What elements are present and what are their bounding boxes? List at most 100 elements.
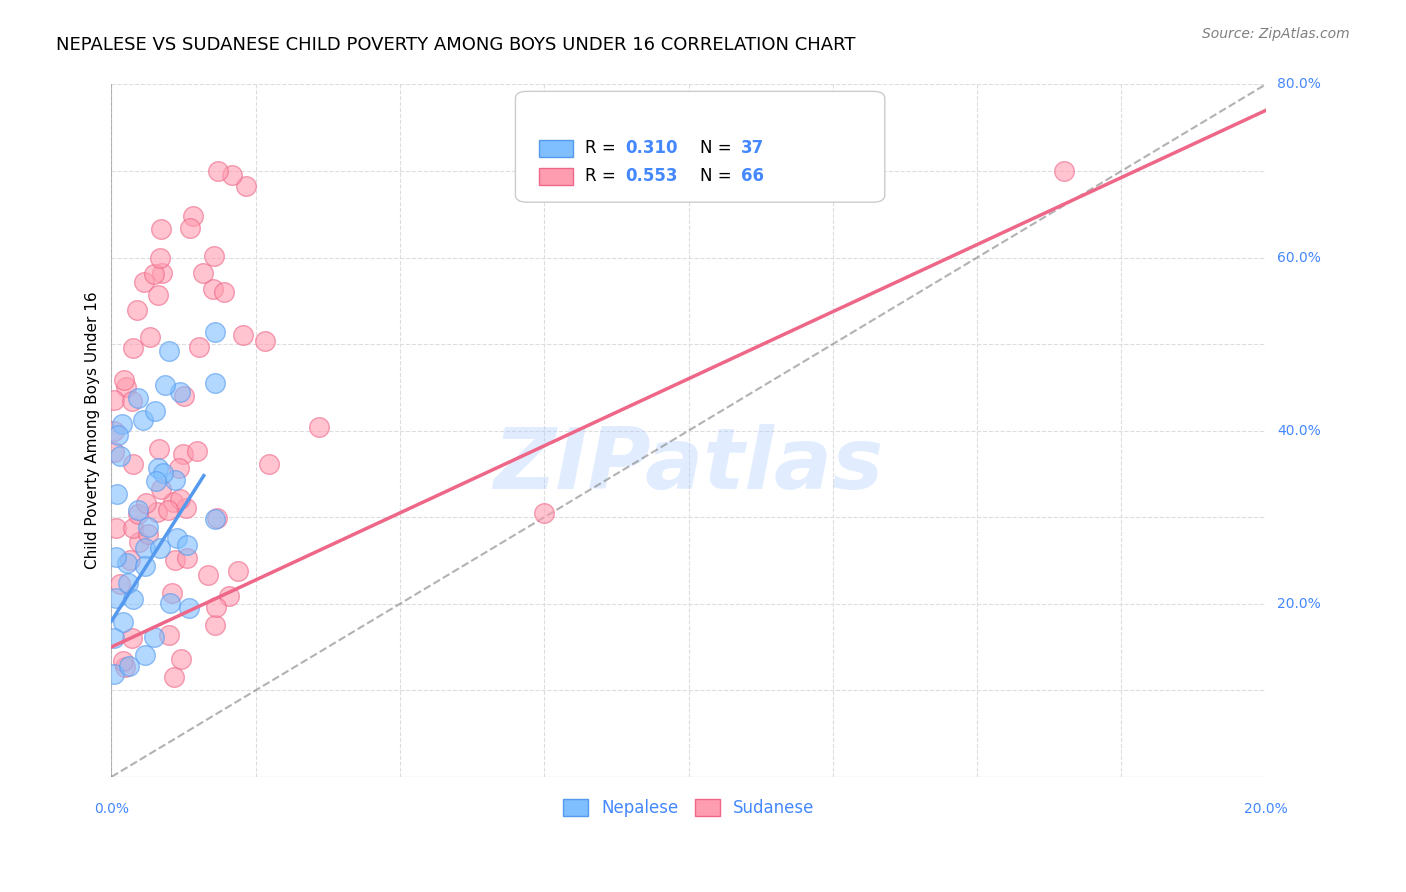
Point [169, 652, 191, 666]
Point [165, 473, 187, 487]
Point [221, 168, 243, 182]
Text: 66: 66 [741, 167, 763, 185]
Point [177, 601, 200, 615]
Point [149, 541, 172, 556]
Point [148, 288, 170, 302]
Point [122, 341, 145, 355]
Point [149, 251, 172, 265]
Legend: Nepalese, Sudanese: Nepalese, Sudanese [555, 792, 821, 824]
Point [122, 458, 145, 472]
Point [103, 667, 125, 681]
Point [104, 591, 127, 605]
Point [157, 343, 180, 358]
Text: 0.310: 0.310 [626, 139, 678, 157]
Point [254, 334, 277, 348]
Point [204, 618, 226, 632]
Point [214, 285, 236, 299]
Point [157, 628, 180, 642]
Point [173, 389, 195, 403]
Point [204, 325, 226, 339]
Point [121, 631, 143, 645]
Point [235, 179, 257, 194]
Point [135, 495, 157, 509]
Point [136, 520, 159, 534]
Point [117, 576, 139, 591]
Text: R =: R = [585, 167, 620, 185]
Text: 20.0%: 20.0% [1277, 597, 1320, 611]
Point [169, 491, 191, 506]
Text: ZIPatlas: ZIPatlas [494, 424, 884, 507]
Text: 40.0%: 40.0% [1277, 424, 1320, 438]
Text: 80.0%: 80.0% [1277, 78, 1320, 92]
Point [134, 541, 156, 556]
Bar [538, 168, 574, 185]
Point [117, 556, 139, 570]
Point [134, 275, 156, 289]
Point [143, 404, 166, 418]
Point [110, 417, 132, 431]
Point [142, 630, 165, 644]
Point [146, 461, 169, 475]
Point [103, 424, 125, 438]
Point [112, 615, 135, 629]
Y-axis label: Child Poverty Among Boys Under 16: Child Poverty Among Boys Under 16 [86, 292, 100, 569]
Point [122, 592, 145, 607]
Point [103, 393, 125, 408]
Point [139, 330, 162, 344]
Point [108, 577, 131, 591]
Point [202, 249, 225, 263]
Text: 0.0%: 0.0% [94, 802, 129, 816]
Point [121, 393, 143, 408]
Point [127, 503, 149, 517]
Point [103, 632, 125, 646]
Point [153, 378, 176, 392]
Point [308, 419, 330, 434]
Point [162, 671, 184, 685]
Point [120, 552, 142, 566]
Point [103, 444, 125, 458]
Point [204, 512, 226, 526]
Text: N =: N = [700, 139, 737, 157]
Point [218, 590, 240, 604]
Point [107, 428, 129, 442]
Point [108, 449, 131, 463]
Point [163, 553, 186, 567]
Point [143, 267, 166, 281]
Point [232, 328, 254, 343]
Point [179, 221, 201, 235]
Point [146, 505, 169, 519]
Point [127, 303, 149, 318]
Point [114, 659, 136, 673]
Point [202, 282, 225, 296]
Text: N =: N = [700, 167, 737, 185]
Text: 60.0%: 60.0% [1277, 251, 1320, 265]
Point [150, 222, 173, 236]
Point [134, 648, 156, 663]
Point [167, 461, 190, 475]
Text: 0.553: 0.553 [626, 167, 678, 185]
Text: Source: ZipAtlas.com: Source: ZipAtlas.com [1202, 27, 1350, 41]
Point [160, 586, 183, 600]
Point [162, 495, 184, 509]
Point [104, 550, 127, 565]
Point [533, 506, 555, 520]
Point [174, 500, 197, 515]
Point [166, 531, 188, 545]
FancyBboxPatch shape [516, 91, 884, 202]
Point [127, 391, 149, 405]
Point [176, 538, 198, 552]
Text: 20.0%: 20.0% [1244, 802, 1288, 816]
Bar [538, 140, 574, 157]
Point [148, 442, 170, 456]
Point [205, 599, 228, 614]
Point [105, 521, 128, 535]
Point [152, 467, 174, 481]
Point [204, 376, 226, 391]
Text: 37: 37 [741, 139, 763, 157]
Point [172, 447, 194, 461]
Point [181, 210, 204, 224]
Point [121, 521, 143, 535]
Point [127, 507, 149, 521]
Point [188, 340, 211, 354]
Point [134, 559, 156, 574]
